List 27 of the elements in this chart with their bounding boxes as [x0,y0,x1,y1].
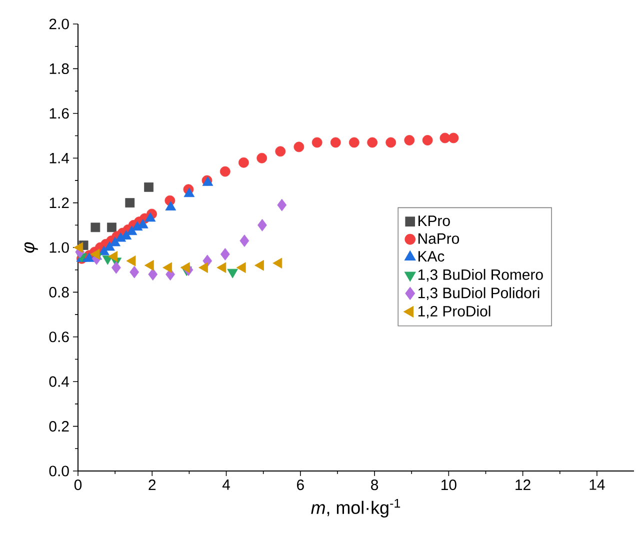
y-tick-label: 1.4 [50,152,70,164]
y-tick-label: 0.8 [49,286,69,298]
y-tick-label: 1.6 [50,108,69,119]
x-tick-label: 2 [148,480,156,490]
legend-label: 1,2 ProDiol [418,306,490,318]
x-tick-label: 10 [442,480,456,490]
x-tick-label: 0 [74,480,82,490]
y-tick-label: 1.2 [50,198,69,208]
legend-label: 1,3 BuDiol Romero [418,268,543,282]
y-tick-label: 0.2 [49,421,69,432]
legend-label: 1,3 BuDiol Polidori [418,287,540,300]
x-tick-label: 14 [590,480,605,490]
y-tick-label: 0.0 [49,466,69,476]
y-tick-label: 0.6 [49,332,69,342]
x-tick-label: 6 [297,480,304,490]
legend-label: NaPro [418,233,460,244]
y-tick-label: 2.0 [49,18,69,30]
x-tick-label: 8 [371,480,378,490]
y-tick-label: 0.4 [49,376,70,387]
legend-label: KAc [418,251,444,262]
y-tick-label: 1.8 [50,63,69,74]
y-tick-label: 1.0 [50,242,69,253]
legend-label: KPro [418,216,450,226]
x-tick-label: 12 [516,480,530,490]
y-axis-title: φ [24,242,38,253]
x-axis-title: m, mol·kg$^{-1}$ [311,498,400,518]
x-tick-label: 4 [222,480,230,490]
